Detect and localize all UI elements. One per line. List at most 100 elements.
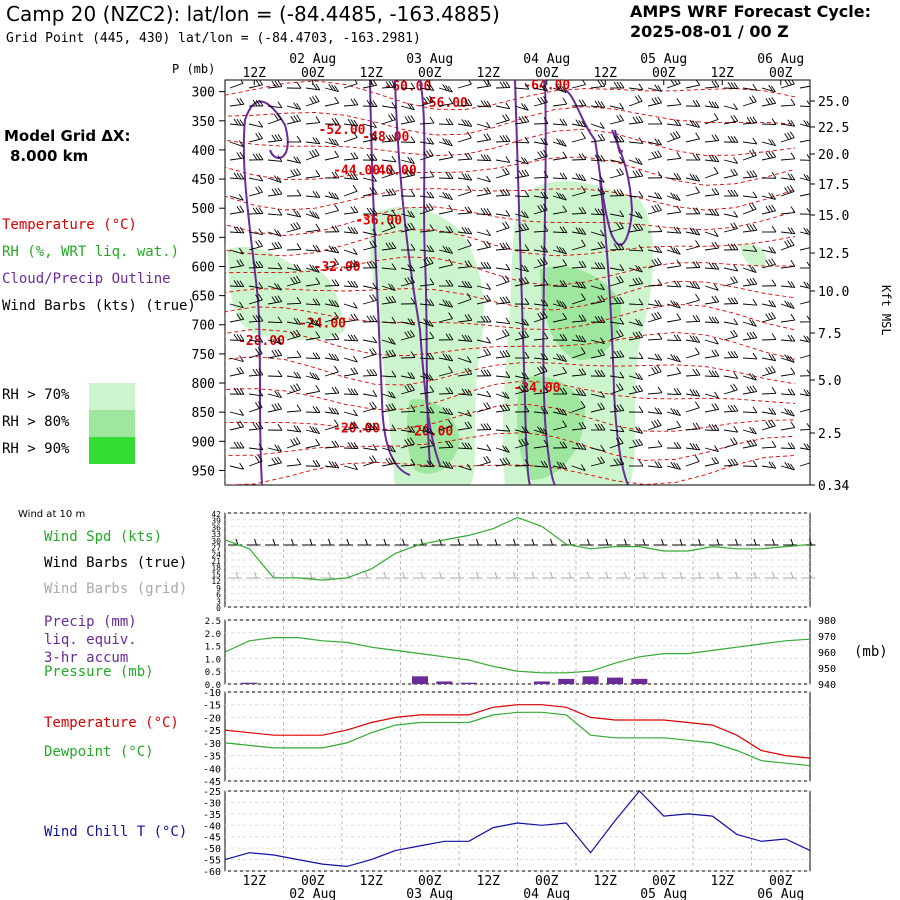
wind-barb-feather xyxy=(695,99,701,107)
wind-barb-feather xyxy=(296,425,302,433)
wind-barb xyxy=(514,195,530,198)
wind-barb-feather xyxy=(296,318,302,325)
wind-barb-feather xyxy=(543,224,549,232)
wind-barb-feather xyxy=(236,206,242,213)
pressure-tick-label: 300 xyxy=(192,86,215,101)
wind-barb xyxy=(590,123,605,129)
wind-barb-feather xyxy=(467,260,473,267)
wind-barb xyxy=(666,231,681,234)
wind-barb xyxy=(362,461,377,467)
wind-barb-feather xyxy=(689,335,695,342)
wind-barb-feather xyxy=(768,353,774,361)
wind-barb xyxy=(761,210,776,215)
wind-barb-feather xyxy=(543,245,549,253)
temperature-label: -48.00 xyxy=(362,130,409,145)
wind-barb-feather xyxy=(466,410,472,417)
wind-barb-feather xyxy=(768,312,773,320)
wind-barb-feather xyxy=(309,425,315,433)
wind-barb-feather xyxy=(445,354,451,361)
wind-barb-feather xyxy=(638,352,644,359)
wind-barb xyxy=(685,447,700,451)
wind-barb-feather xyxy=(771,354,777,361)
wind-barb-feather xyxy=(366,100,372,107)
wind-barb-feather xyxy=(578,281,584,288)
kft-axis-label: Kft MSL xyxy=(879,285,893,336)
wind-barb-feather xyxy=(296,189,302,197)
wind-barb-feather xyxy=(483,349,489,356)
wind-barb-feather xyxy=(293,330,298,338)
wind-barb-feather xyxy=(600,208,606,216)
wind-barb-feather xyxy=(578,227,584,235)
wind-barb-feather xyxy=(749,170,755,178)
wind-barb xyxy=(286,464,301,467)
wind-barb-feather xyxy=(410,243,416,251)
wind-barb xyxy=(609,105,624,110)
wind-barb-feather xyxy=(733,264,739,272)
wind-barb-feather xyxy=(388,350,394,357)
wind-barb-feather xyxy=(559,192,564,200)
wind-barb-feather xyxy=(714,337,719,345)
wind-barb-feather xyxy=(581,260,587,268)
wind-barb-feather xyxy=(350,442,356,449)
wind-barb-feather xyxy=(504,392,510,399)
wind-barb-feather xyxy=(407,277,413,284)
temperature-line xyxy=(224,704,811,759)
wind-barb-feather xyxy=(404,385,410,393)
wind-barb-feather xyxy=(733,276,738,283)
wind-barb-feather xyxy=(372,401,377,409)
wind-barb-feather xyxy=(504,275,510,282)
wind-barb xyxy=(685,339,700,343)
wind-barb xyxy=(666,83,681,89)
wind-barb xyxy=(685,192,700,197)
temperature-contour xyxy=(225,156,796,186)
legend-temperature-lower: Temperature (°C) xyxy=(44,715,179,731)
wind-barb xyxy=(628,141,643,144)
wind-barb-feather xyxy=(733,82,739,89)
wind-barb-feather xyxy=(271,457,277,465)
wind-barb xyxy=(780,244,795,251)
wind-barb-feather xyxy=(483,208,489,215)
wind-barb-feather xyxy=(771,118,777,125)
wind-barb-feather xyxy=(333,419,339,426)
wind-barb-feather xyxy=(524,265,529,272)
wind-barb-feather xyxy=(518,331,524,339)
wind-barb-feather xyxy=(559,226,565,233)
wind-barb-feather xyxy=(651,313,657,320)
wind-barb xyxy=(780,465,795,471)
wind-barb xyxy=(761,156,776,161)
wind-barb-feather xyxy=(562,462,568,470)
wind-barb xyxy=(761,141,776,147)
barb-true-feather xyxy=(809,538,812,546)
wind-barb-feather xyxy=(749,332,755,339)
wind-barb-feather xyxy=(239,462,245,470)
wind-barb-feather xyxy=(765,205,771,213)
wind-barb-feather xyxy=(239,334,245,341)
wind-barb-feather xyxy=(575,281,581,288)
wind-barb-feather xyxy=(600,101,606,108)
wind-barb xyxy=(742,249,757,252)
wind-barb xyxy=(305,154,320,161)
wind-barb-feather xyxy=(673,388,679,395)
wind-barb-feather xyxy=(328,460,334,468)
wind-barb xyxy=(742,229,757,233)
wind-barb-feather xyxy=(239,119,245,126)
wind-barb-feather xyxy=(315,438,321,446)
wind-barb-feather xyxy=(334,258,339,265)
wind-barb-feather xyxy=(581,80,586,85)
wind-barb xyxy=(305,429,320,435)
wind-barb xyxy=(571,191,586,197)
wind-barb xyxy=(780,427,795,431)
wind-barb xyxy=(761,446,776,449)
temperature-contour xyxy=(225,380,796,410)
wind-barb-feather xyxy=(540,460,546,468)
wind-barb-feather xyxy=(730,82,736,89)
wind-barb-feather xyxy=(654,204,659,212)
wind-barb-feather xyxy=(771,408,777,415)
wind-barb xyxy=(305,122,320,125)
wind-barb xyxy=(438,103,453,107)
wind-barb xyxy=(628,283,643,287)
wind-barb-feather xyxy=(619,275,624,283)
wind-barb xyxy=(552,231,568,234)
wind-barb-feather xyxy=(616,243,622,250)
wind-barb-feather xyxy=(676,205,682,213)
